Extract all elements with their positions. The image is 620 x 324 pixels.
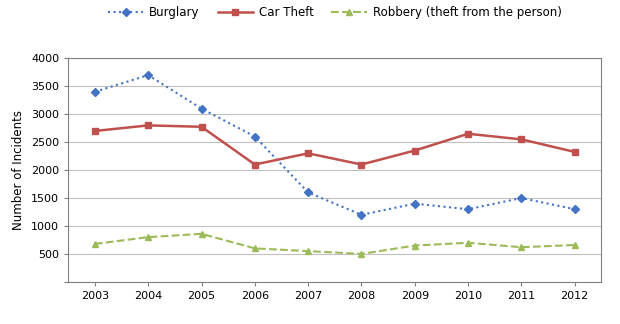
Y-axis label: Number of Incidents: Number of Incidents: [12, 110, 25, 230]
Legend: Burglary, Car Theft, Robbery (theft from the person): Burglary, Car Theft, Robbery (theft from…: [104, 2, 566, 24]
